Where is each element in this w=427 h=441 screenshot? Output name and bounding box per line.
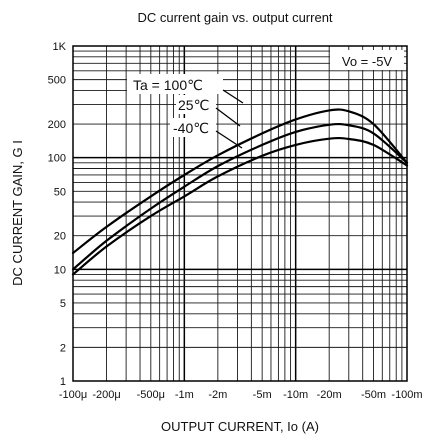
y-tick-label: 20 <box>54 231 66 243</box>
x-tick-label: -5m <box>253 389 272 401</box>
leader-line-100 <box>222 89 244 104</box>
series-label-25: 25℃ <box>178 97 209 113</box>
y-tick-label: 200 <box>48 119 66 131</box>
x-tick-label: -100μ <box>59 389 87 401</box>
x-tick-label: -10m <box>283 389 308 401</box>
x-tick-label: -200μ <box>92 389 120 401</box>
x-tick-label: -20m <box>317 389 342 401</box>
series-line-1 <box>71 122 409 271</box>
y-tick-label: 100 <box>48 153 66 165</box>
x-tick-label: -500μ <box>137 389 165 401</box>
x-tick-labels: -100μ -200μ -500μ -1m -2m -5m -10m -20m -50m -100… <box>59 389 423 401</box>
y-axis-label: DC CURRENT GAIN, G I <box>10 140 25 286</box>
y-tick-label: 5 <box>60 298 66 310</box>
series-label-bg-25 <box>176 95 216 114</box>
y-tick-label: 1K <box>53 41 67 53</box>
y-tick-labels: 1 2 5 10 20 50 100 200 500 1K <box>48 41 67 388</box>
condition-label: Vo = -5V <box>342 54 393 69</box>
x-tick-label: -2m <box>208 389 227 401</box>
y-tick-label: 2 <box>60 342 66 354</box>
series-curves <box>71 108 409 276</box>
chart-title: DC current gain vs. output current <box>137 10 332 25</box>
series-line-0 <box>71 108 409 255</box>
y-tick-label: 50 <box>54 186 66 198</box>
condition-label-bg <box>330 50 404 70</box>
x-tick-label: -100m <box>391 389 422 401</box>
series-label-bg-m40 <box>170 118 216 137</box>
x-axis-label: OUTPUT CURRENT, Io (A) <box>161 419 319 434</box>
series-label-m40: -40℃ <box>173 120 209 136</box>
series-label-bg-100 <box>127 74 223 94</box>
plot-frame <box>72 45 408 382</box>
y-tick-label: 10 <box>54 264 66 276</box>
y-tick-label: 500 <box>48 75 66 87</box>
x-tick-label: -50m <box>361 389 386 401</box>
y-tick-label: 1 <box>60 376 66 388</box>
plot-grid <box>73 46 407 381</box>
leader-line-m40 <box>215 130 243 149</box>
series-line-2 <box>71 136 409 276</box>
leader-line-25 <box>215 107 241 127</box>
x-tick-label: -1m <box>175 389 194 401</box>
series-label-100: Ta = 100℃ <box>133 77 203 93</box>
